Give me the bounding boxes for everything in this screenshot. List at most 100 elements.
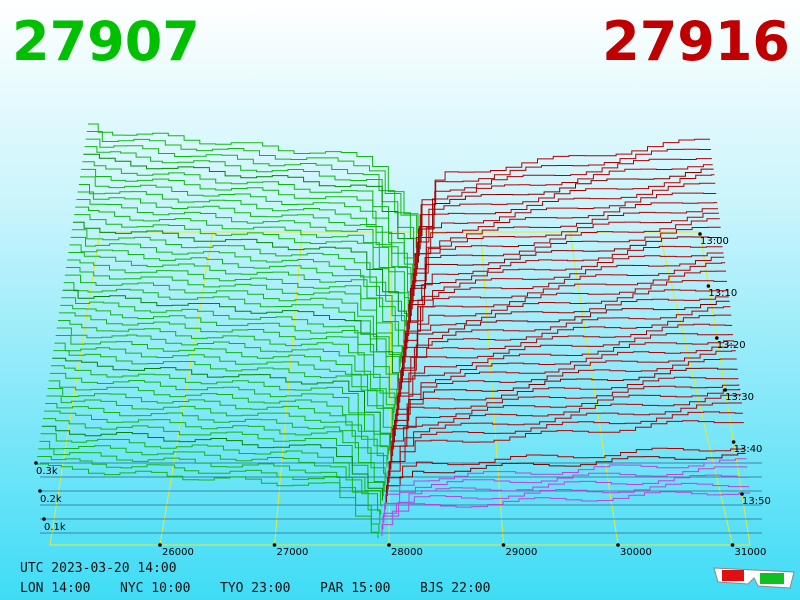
price-grid-line	[159, 231, 214, 546]
ask-depth-line	[420, 148, 711, 243]
bid-depth-line	[60, 304, 398, 399]
ask-depth-line	[409, 245, 723, 330]
ask-depth-line	[421, 138, 710, 236]
ask-depth-line	[390, 394, 742, 470]
ask-depth-line	[393, 376, 739, 450]
depth-lines	[36, 123, 750, 539]
ask-depth-line	[394, 358, 737, 436]
bid-depth-line	[76, 199, 410, 306]
utc-time: UTC 2023-03-20 14:00	[20, 561, 177, 576]
bid-depth-line	[47, 387, 388, 468]
bid-depth-line	[63, 282, 400, 374]
ask-depth-line	[402, 296, 729, 376]
ask-depth-line	[400, 314, 732, 396]
ask-depth-line	[417, 168, 714, 263]
price-grid-line	[480, 231, 504, 546]
time-dot	[715, 336, 719, 340]
bid-depth-line	[69, 244, 405, 344]
time-dot	[740, 492, 744, 496]
bid-depth-line	[82, 161, 415, 271]
ask-depth-line	[416, 182, 716, 276]
ask-depth-line	[385, 458, 747, 510]
bid-depth-line	[71, 229, 407, 327]
time-label: 13:40	[734, 444, 763, 455]
ask-depth-line	[414, 202, 718, 290]
bid-depth-line	[51, 365, 391, 451]
bid-depth-line	[46, 395, 387, 477]
ask-depth-line	[419, 158, 712, 250]
ask-depth-line	[411, 218, 720, 310]
ask-depth-line	[389, 402, 742, 476]
ask-depth-line	[391, 388, 741, 463]
city-time: LON 14:00	[20, 581, 90, 596]
price-label: 31000	[735, 547, 767, 558]
ask-depth-line	[396, 344, 735, 423]
price-label: 28000	[391, 547, 423, 558]
bid-depth-line	[85, 138, 417, 249]
bid-depth-line	[61, 297, 399, 391]
price-label: 30000	[620, 547, 652, 558]
bid-depth-line	[78, 183, 412, 287]
bid-depth-line	[48, 380, 389, 460]
bid-depth-line	[84, 146, 416, 258]
bid-depth-line	[53, 350, 392, 439]
volume-label: 0.1k	[44, 522, 66, 533]
volume-dot	[38, 489, 42, 493]
ask-depth-line	[386, 447, 745, 496]
bid-depth-line	[70, 236, 406, 335]
bid-depth-line	[45, 403, 386, 486]
bid-depth-line	[74, 214, 408, 317]
price-label: 26000	[162, 547, 194, 558]
bid-depth-line	[55, 335, 394, 421]
time-dot	[723, 388, 727, 392]
bid-depth-line	[40, 433, 383, 507]
ask-depth-line	[408, 252, 724, 336]
volume-dot	[34, 461, 38, 465]
bid-price: 27907	[12, 10, 200, 73]
ask-depth-line	[404, 280, 727, 363]
price-grid-line	[658, 231, 733, 546]
bid-depth-line	[41, 425, 383, 501]
price-label: 29000	[506, 547, 538, 558]
bid-depth-line	[37, 455, 380, 533]
time-dot	[706, 284, 711, 288]
bid-depth-line	[39, 440, 382, 515]
ask-depth-line	[392, 384, 740, 456]
ask-depth-line	[384, 466, 748, 516]
price-label: 27000	[277, 547, 309, 558]
bid-depth-line	[68, 251, 404, 353]
ask-depth-line	[383, 474, 749, 523]
bid-depth-line	[49, 372, 390, 455]
ask-price: 27916	[602, 10, 790, 73]
ask-depth-line	[405, 270, 726, 356]
ask-depth-line	[387, 420, 744, 490]
bid-depth-line	[54, 342, 393, 430]
time-dot	[731, 440, 736, 444]
price-grid-line	[388, 231, 392, 546]
bid-depth-line	[52, 357, 391, 446]
volume-dot	[42, 517, 46, 521]
city-time: TYO 23:00	[220, 581, 290, 596]
bid-depth-line	[66, 267, 402, 363]
ask-depth-line	[385, 452, 746, 503]
price-dot	[616, 543, 620, 547]
bid-depth-line	[57, 319, 396, 409]
bid-depth-line	[88, 123, 419, 234]
ask-depth-line	[401, 300, 730, 383]
ask-depth-line	[412, 212, 719, 303]
ask-depth-line	[417, 174, 715, 270]
bid-depth-line	[64, 274, 401, 367]
bid-depth-line	[62, 289, 399, 382]
city-time: BJS 22:00	[420, 581, 490, 596]
bid-depth-line	[77, 191, 411, 296]
time-label: 13:50	[742, 496, 771, 507]
bid-depth-line	[72, 221, 407, 321]
ask-depth-line	[393, 367, 738, 443]
ask-depth-line	[415, 192, 717, 283]
bid-depth-line	[83, 153, 415, 266]
3d-glasses-icon	[713, 567, 795, 589]
bid-depth-line	[67, 259, 403, 359]
ask-depth-line	[398, 333, 734, 410]
axis-labels: 26000 27000 28000 29000 30000 31000 13:00 13:10…	[34, 232, 771, 558]
